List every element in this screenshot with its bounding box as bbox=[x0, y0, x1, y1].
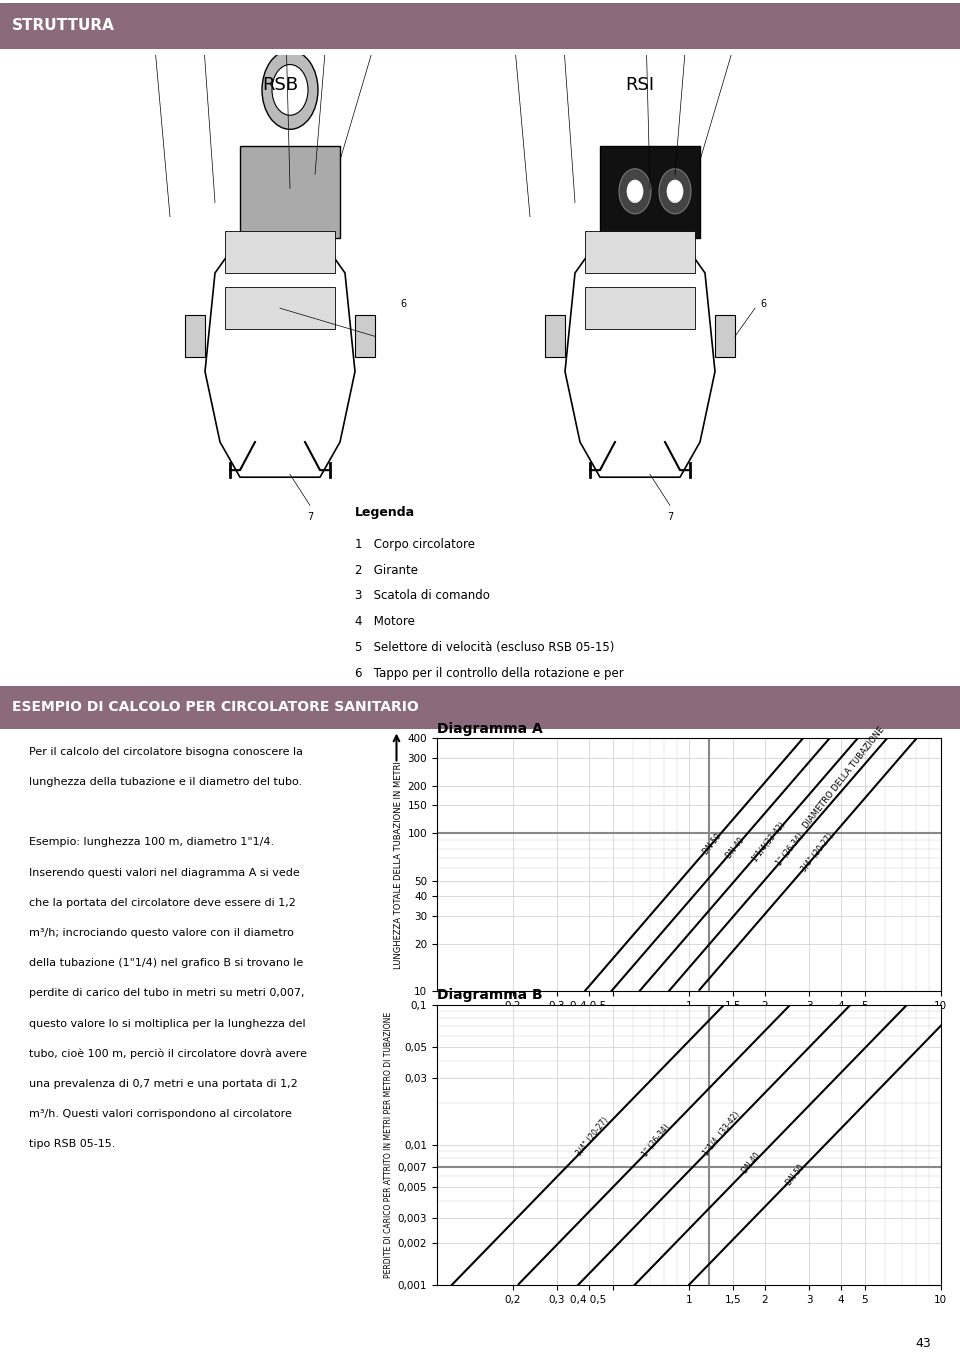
Text: 6   Tappo per il controllo della rotazione e per: 6 Tappo per il controllo della rotazione… bbox=[355, 667, 624, 679]
Polygon shape bbox=[585, 287, 695, 329]
Text: Esempio: lunghezza 100 m, diametro 1"1/4.: Esempio: lunghezza 100 m, diametro 1"1/4… bbox=[29, 838, 274, 848]
Circle shape bbox=[627, 180, 643, 202]
Text: Diagramma B: Diagramma B bbox=[437, 988, 542, 1002]
Polygon shape bbox=[225, 287, 335, 329]
Text: Per il calcolo del circolatore bisogna conoscere la: Per il calcolo del circolatore bisogna c… bbox=[29, 746, 302, 757]
Text: 1" (26-34): 1" (26-34) bbox=[641, 1122, 672, 1158]
Polygon shape bbox=[715, 316, 735, 358]
Text: una prevalenza di 0,7 metri e una portata di 1,2: una prevalenza di 0,7 metri e una portat… bbox=[29, 1079, 298, 1089]
Text: 1"1/4(33-42): 1"1/4(33-42) bbox=[750, 819, 787, 863]
Text: 1   Corpo circolatore: 1 Corpo circolatore bbox=[355, 537, 475, 551]
Text: 5   Selettore di velocità (escluso RSB 05-15): 5 Selettore di velocità (escluso RSB 05-… bbox=[355, 641, 614, 653]
Text: questo valore lo si moltiplica per la lunghezza del: questo valore lo si moltiplica per la lu… bbox=[29, 1018, 305, 1028]
Text: 3/4" (20-27): 3/4" (20-27) bbox=[800, 833, 835, 874]
Text: tipo RSB 05-15.: tipo RSB 05-15. bbox=[29, 1139, 115, 1150]
Text: ESEMPIO DI CALCOLO PER CIRCOLATORE SANITARIO: ESEMPIO DI CALCOLO PER CIRCOLATORE SANIT… bbox=[12, 700, 419, 715]
Text: 3/4" (20-27): 3/4" (20-27) bbox=[575, 1115, 611, 1158]
Text: DIAMETRO DELLA TUBAZIONE: DIAMETRO DELLA TUBAZIONE bbox=[802, 725, 886, 830]
Text: Legenda: Legenda bbox=[355, 506, 416, 519]
Text: lo sfiato dell’aria: lo sfiato dell’aria bbox=[355, 692, 476, 705]
Polygon shape bbox=[185, 316, 205, 358]
Text: 1" (26-34): 1" (26-34) bbox=[775, 833, 806, 868]
Text: RSI: RSI bbox=[625, 75, 655, 94]
Text: DN 40: DN 40 bbox=[741, 1151, 762, 1176]
Text: 7: 7 bbox=[667, 513, 673, 522]
Text: DN 50: DN 50 bbox=[702, 831, 723, 856]
Text: 7   Cuscinetti: 7 Cuscinetti bbox=[355, 718, 433, 731]
Text: 43: 43 bbox=[916, 1337, 931, 1351]
Text: 6: 6 bbox=[760, 299, 766, 309]
Text: lunghezza della tubazione e il diametro del tubo.: lunghezza della tubazione e il diametro … bbox=[29, 776, 302, 787]
Text: DN 50: DN 50 bbox=[784, 1162, 806, 1187]
Text: che la portata del circolatore deve essere di 1,2: che la portata del circolatore deve esse… bbox=[29, 898, 296, 908]
Text: STRUTTURA: STRUTTURA bbox=[12, 19, 114, 33]
Text: della tubazione (1"1/4) nel grafico B si trovano le: della tubazione (1"1/4) nel grafico B si… bbox=[29, 958, 303, 968]
Text: DN 40: DN 40 bbox=[725, 835, 746, 860]
Text: 1"1/4  (33-42): 1"1/4 (33-42) bbox=[702, 1110, 741, 1158]
Circle shape bbox=[619, 168, 651, 213]
Text: 2   Girante: 2 Girante bbox=[355, 563, 419, 577]
Text: 7: 7 bbox=[307, 513, 313, 522]
Polygon shape bbox=[240, 146, 340, 238]
Text: tubo, cioè 100 m, perciò il circolatore dovrà avere: tubo, cioè 100 m, perciò il circolatore … bbox=[29, 1048, 307, 1059]
Text: m³/h; incrociando questo valore con il diametro: m³/h; incrociando questo valore con il d… bbox=[29, 928, 294, 938]
Polygon shape bbox=[600, 146, 700, 238]
Text: RSB: RSB bbox=[262, 75, 298, 94]
Polygon shape bbox=[225, 231, 335, 273]
Y-axis label: LUNGHEZZA TOTALE DELLA TUBAZIONE IN METRI: LUNGHEZZA TOTALE DELLA TUBAZIONE IN METR… bbox=[395, 760, 403, 969]
Y-axis label: PERDITE DI CARICO PER ATTRITO IN METRI PER METRO DI TUBAZIONE: PERDITE DI CARICO PER ATTRITO IN METRI P… bbox=[384, 1012, 394, 1278]
Circle shape bbox=[272, 64, 308, 115]
Circle shape bbox=[659, 168, 691, 213]
Text: Diagramma A: Diagramma A bbox=[437, 722, 542, 735]
Polygon shape bbox=[355, 316, 375, 358]
Circle shape bbox=[667, 180, 683, 202]
Polygon shape bbox=[585, 231, 695, 273]
Text: perdite di carico del tubo in metri su metri 0,007,: perdite di carico del tubo in metri su m… bbox=[29, 988, 304, 998]
Text: Inserendo questi valori nel diagramma A si vede: Inserendo questi valori nel diagramma A … bbox=[29, 868, 300, 878]
Polygon shape bbox=[545, 316, 565, 358]
Text: 4   Motore: 4 Motore bbox=[355, 615, 415, 627]
Text: m³/h. Questi valori corrispondono al circolatore: m³/h. Questi valori corrispondono al cir… bbox=[29, 1109, 292, 1120]
Text: 3   Scatola di comando: 3 Scatola di comando bbox=[355, 589, 490, 603]
Circle shape bbox=[262, 51, 318, 130]
Text: 6: 6 bbox=[400, 299, 406, 309]
